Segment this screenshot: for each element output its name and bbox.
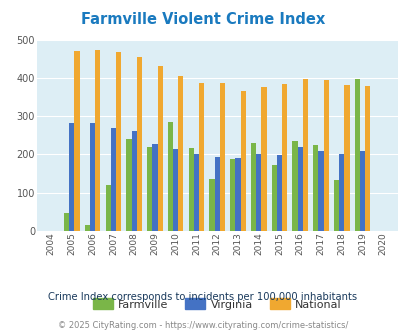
Bar xyxy=(147,147,152,231)
Bar xyxy=(188,148,193,231)
Bar xyxy=(230,159,235,231)
Bar xyxy=(354,79,359,231)
Bar xyxy=(235,158,240,231)
Bar xyxy=(198,83,204,231)
Bar xyxy=(193,154,198,231)
Text: © 2025 CityRating.com - https://www.cityrating.com/crime-statistics/: © 2025 CityRating.com - https://www.city… xyxy=(58,321,347,330)
Bar xyxy=(85,225,90,231)
Bar xyxy=(90,123,95,231)
Bar xyxy=(131,131,136,231)
Bar xyxy=(359,150,364,231)
Bar xyxy=(157,66,162,231)
Bar xyxy=(95,50,100,231)
Bar xyxy=(343,85,349,231)
Bar xyxy=(271,165,276,231)
Bar xyxy=(69,123,74,231)
Bar xyxy=(152,144,157,231)
Bar xyxy=(281,84,287,231)
Bar xyxy=(64,213,69,231)
Bar xyxy=(116,52,121,231)
Bar xyxy=(136,57,142,231)
Bar xyxy=(219,83,224,231)
Bar xyxy=(339,154,343,231)
Bar xyxy=(292,141,297,231)
Bar xyxy=(276,155,281,231)
Bar xyxy=(105,185,111,231)
Text: Crime Index corresponds to incidents per 100,000 inhabitants: Crime Index corresponds to incidents per… xyxy=(48,292,357,302)
Legend: Farmville, Virginia, National: Farmville, Virginia, National xyxy=(88,294,345,314)
Bar xyxy=(168,122,173,231)
Bar xyxy=(126,139,131,231)
Bar xyxy=(214,157,219,231)
Bar xyxy=(240,90,245,231)
Bar xyxy=(261,87,266,231)
Bar xyxy=(302,79,307,231)
Text: Farmville Violent Crime Index: Farmville Violent Crime Index xyxy=(81,12,324,26)
Bar xyxy=(173,149,178,231)
Bar xyxy=(250,143,256,231)
Bar xyxy=(318,150,323,231)
Bar xyxy=(297,147,302,231)
Bar xyxy=(364,86,369,231)
Bar xyxy=(74,51,79,231)
Bar xyxy=(313,145,318,231)
Bar xyxy=(111,128,116,231)
Bar xyxy=(333,181,339,231)
Bar xyxy=(256,154,261,231)
Bar xyxy=(209,179,214,231)
Bar xyxy=(323,80,328,231)
Bar xyxy=(178,76,183,231)
